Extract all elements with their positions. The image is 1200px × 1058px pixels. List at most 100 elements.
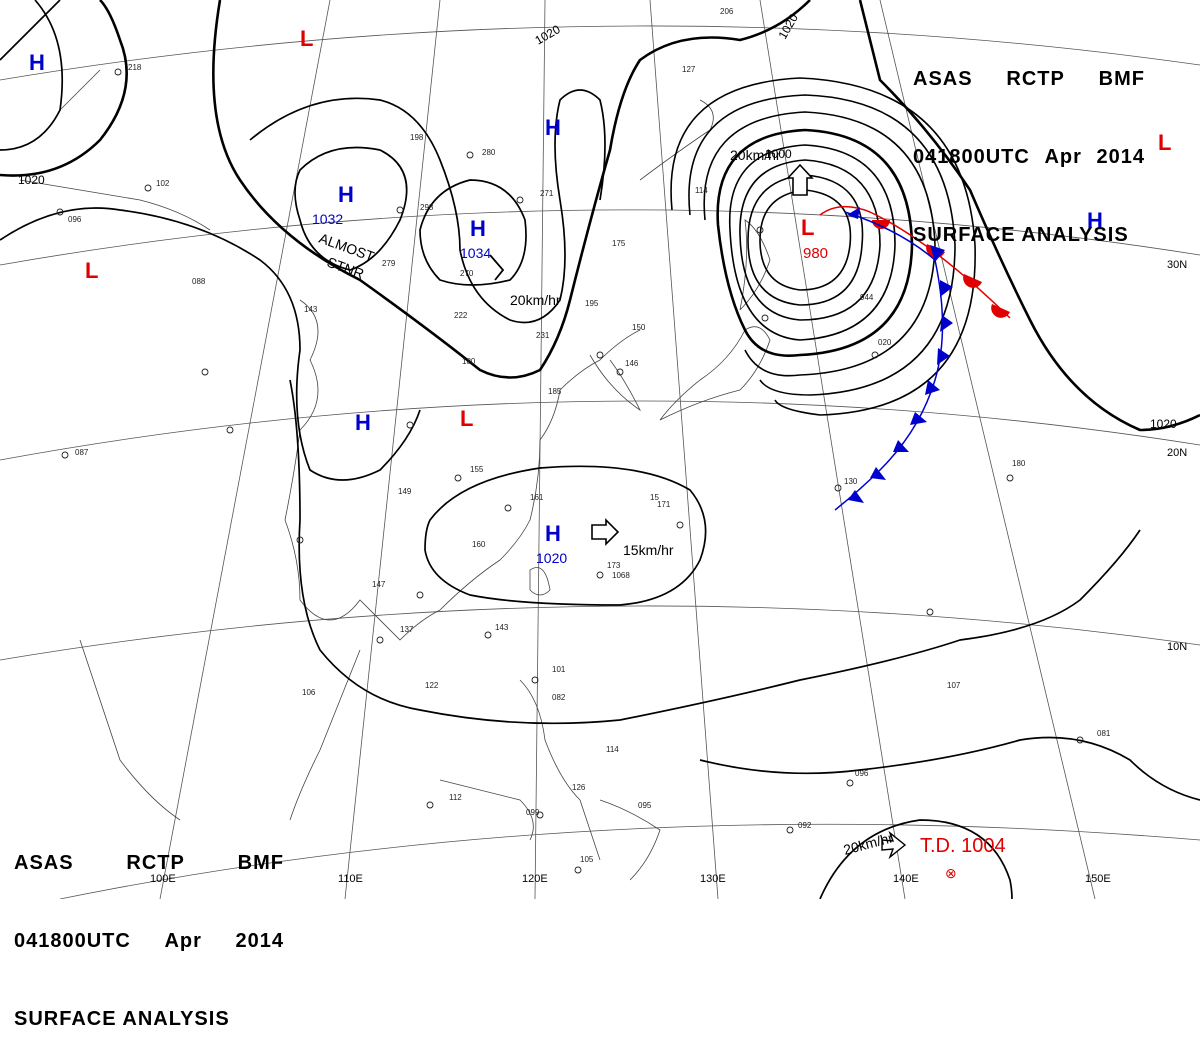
station-value: 15 xyxy=(650,493,659,502)
station-value: 160 xyxy=(472,540,486,549)
motion-arrows xyxy=(489,163,907,860)
station-value: 149 xyxy=(398,487,412,496)
station-value: 102 xyxy=(156,179,170,188)
station-value: 298 xyxy=(420,203,434,212)
station-value: 087 xyxy=(75,448,89,457)
station-value: 112 xyxy=(449,793,462,802)
header-month: Apr xyxy=(1044,146,1082,168)
station-value: 198 xyxy=(410,133,424,142)
header-year: 2014 xyxy=(235,930,284,952)
header-station: RCTP xyxy=(1006,68,1065,90)
isobar-label: 1020 xyxy=(1150,417,1177,431)
low-center-letter: L xyxy=(801,215,814,240)
station-value: 146 xyxy=(625,359,639,368)
station-value: 161 xyxy=(530,493,544,502)
station-value: 175 xyxy=(612,239,626,248)
weather-map: H 1032 H 1034 H 1020 L 980 H H H H L L L… xyxy=(0,0,1200,899)
header-time: 041800UTC xyxy=(14,930,131,952)
header-title: SURFACE ANALYSIS xyxy=(14,1008,230,1030)
station-value: 1068 xyxy=(612,571,630,580)
high-center-letter: H xyxy=(355,410,371,435)
station-value: 096 xyxy=(68,215,82,224)
station-value: 147 xyxy=(372,580,386,589)
high-center-value: 1020 xyxy=(536,550,567,566)
high-center-letter: H xyxy=(470,216,486,241)
station-value: 127 xyxy=(682,65,696,74)
station-value: 270 xyxy=(460,269,474,278)
station-value: 126 xyxy=(572,783,586,792)
isobars xyxy=(0,0,1200,899)
map-header-top: ASAS RCTP BMF 041800UTC Apr 2014 SURFACE… xyxy=(913,14,1145,274)
motion-speed-label: 20km/hr xyxy=(510,292,561,308)
graticule xyxy=(0,0,1200,899)
station-value: 271 xyxy=(540,189,554,198)
low-center-value: 980 xyxy=(803,245,828,262)
station-value: 171 xyxy=(657,500,671,509)
station-value: 092 xyxy=(798,821,812,830)
high-center-letter: H xyxy=(338,182,354,207)
fronts xyxy=(819,206,1011,511)
station-value: 020 xyxy=(878,338,892,347)
header-product: ASAS xyxy=(913,68,973,90)
station-value: 279 xyxy=(382,259,396,268)
station-value: 180 xyxy=(462,357,476,366)
station-value: 222 xyxy=(454,311,468,320)
station-value: 088 xyxy=(192,277,206,286)
station-value: 082 xyxy=(552,693,566,702)
station-value: 107 xyxy=(947,681,961,690)
station-value: 114 xyxy=(695,186,708,195)
tropical-depression-symbol: ⊗ xyxy=(945,865,957,881)
high-center-value: 1032 xyxy=(312,211,343,227)
header-station: RCTP xyxy=(126,852,185,874)
station-value: 105 xyxy=(580,855,594,864)
grid-labels: 30N 20N 10N 100E 110E 120E 130E 140E 150… xyxy=(150,259,1187,885)
station-value: 095 xyxy=(638,801,652,810)
station-value: 137 xyxy=(400,625,414,634)
station-value: 122 xyxy=(425,681,439,690)
isobar-label: 1000 xyxy=(765,147,792,161)
longitude-label: 150E xyxy=(1085,873,1111,885)
low-center-letter: L xyxy=(300,26,313,51)
station-value: 280 xyxy=(482,148,496,157)
latitude-label: 30N xyxy=(1167,259,1187,271)
longitude-label: 140E xyxy=(893,873,919,885)
latitude-label: 20N xyxy=(1167,447,1187,459)
map-header-bottom: ASAS RCTP BMF 041800UTC Apr 2014 SURFACE… xyxy=(14,798,284,1058)
high-center-letter: H xyxy=(545,521,561,546)
station-value: 096 xyxy=(855,769,869,778)
station-value: 101 xyxy=(552,665,566,674)
pressure-centers: H 1032 H 1034 H 1020 L 980 H H H H L L L… xyxy=(29,26,1171,566)
high-center-letter: H xyxy=(1087,208,1103,233)
station-value: 099 xyxy=(526,808,540,817)
header-product: ASAS xyxy=(14,852,74,874)
station-value: 173 xyxy=(607,561,621,570)
station-value: 944 xyxy=(860,293,874,302)
station-value: 130 xyxy=(844,477,858,486)
header-time: 041800UTC xyxy=(913,146,1030,168)
station-value: 155 xyxy=(470,465,484,474)
high-center-letter: H xyxy=(29,50,45,75)
station-value: 185 xyxy=(548,387,562,396)
low-center-letter: L xyxy=(85,258,98,283)
motion-speed-label: 15km/hr xyxy=(623,542,674,558)
station-value: 150 xyxy=(632,323,646,332)
longitude-label: 110E xyxy=(338,873,363,885)
low-center-letter: L xyxy=(460,406,473,431)
station-value: 106 xyxy=(302,688,316,697)
station-value: 143 xyxy=(495,623,509,632)
coastlines xyxy=(19,69,771,881)
high-center-letter: H xyxy=(545,115,561,140)
header-month: Apr xyxy=(164,930,202,952)
high-center-value: 1034 xyxy=(460,245,491,261)
station-value: 195 xyxy=(585,299,599,308)
header-title: SURFACE ANALYSIS xyxy=(913,224,1129,246)
low-center-letter: L xyxy=(1158,130,1171,155)
tropical-depression-label: T.D. 1004 xyxy=(920,835,1006,857)
isobar-label: 1020 xyxy=(18,173,45,187)
motion-speed-label: 20km/hr xyxy=(730,147,781,163)
station-symbols xyxy=(56,68,1084,874)
header-year: 2014 xyxy=(1096,146,1145,168)
longitude-label: 120E xyxy=(522,873,548,885)
station-value: 143 xyxy=(304,305,318,314)
station-value: 114 xyxy=(606,745,619,754)
